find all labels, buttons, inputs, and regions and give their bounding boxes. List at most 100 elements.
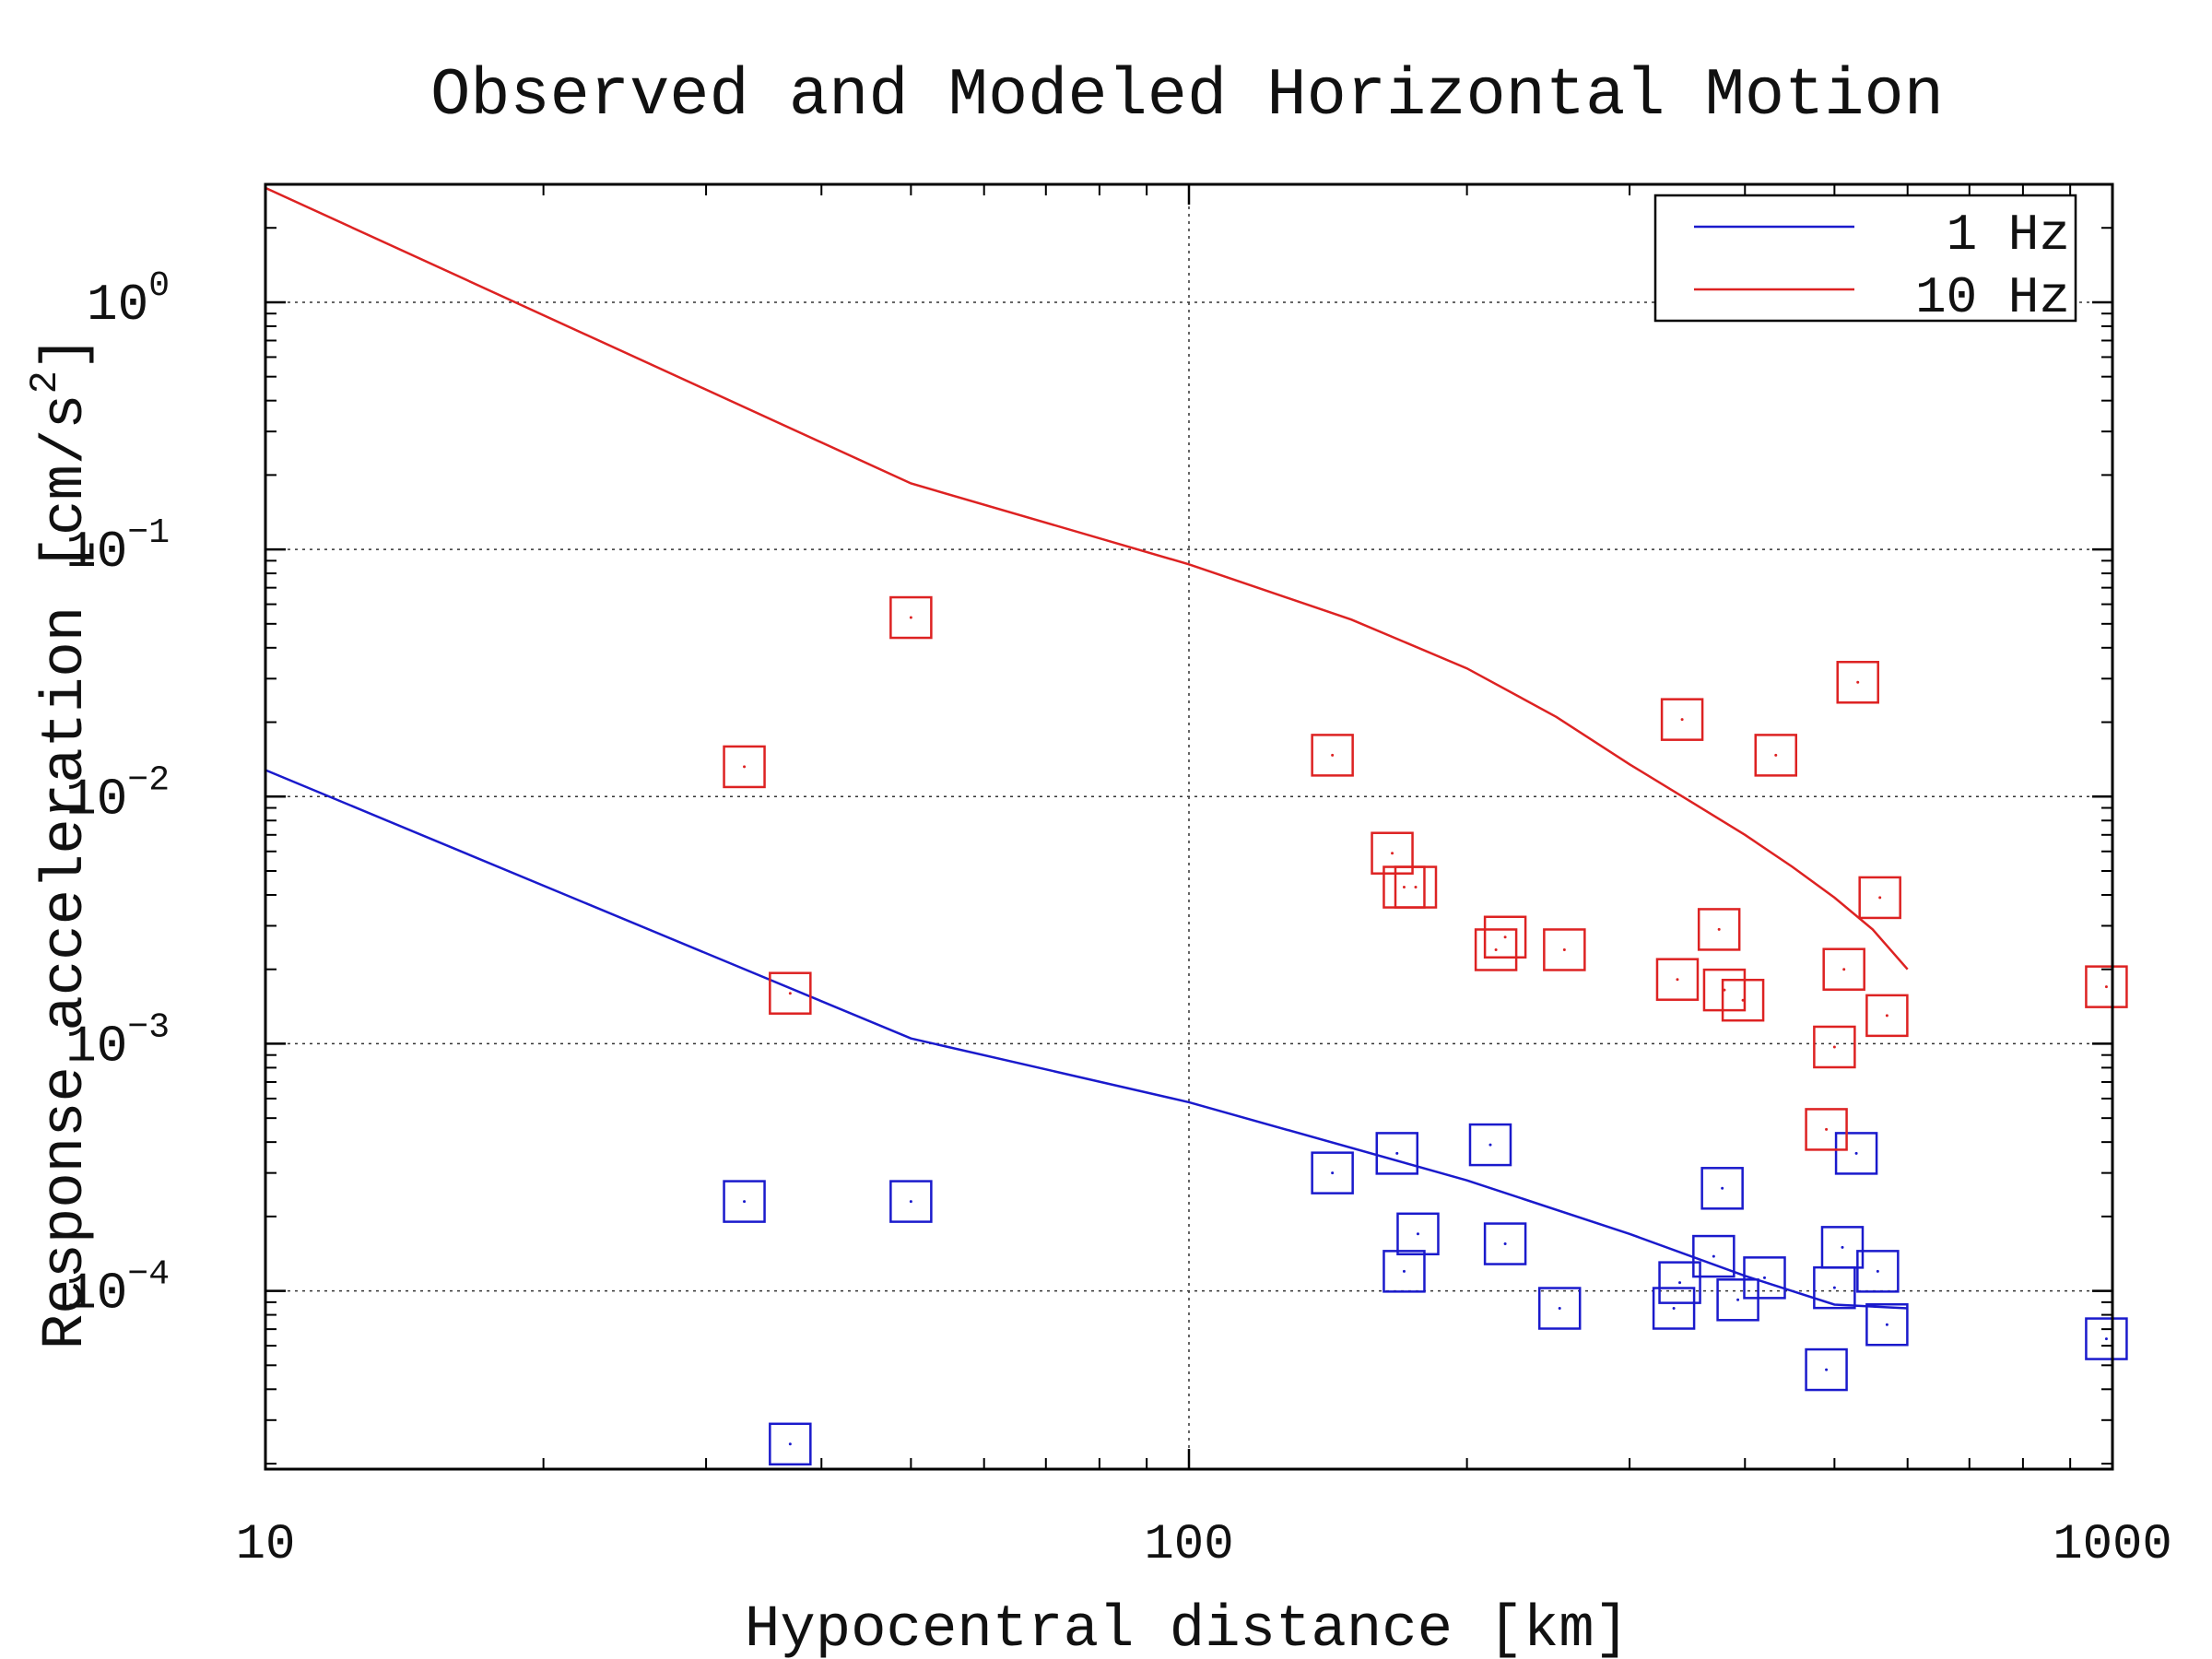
observed-point-center-10hz bbox=[1885, 1014, 1888, 1018]
observed-point-center-10hz bbox=[1331, 753, 1335, 757]
y-tick-label: 10−2 bbox=[65, 760, 170, 829]
observed-point-10hz bbox=[1754, 734, 1798, 777]
observed-point-10hz bbox=[1483, 915, 1527, 959]
observed-point-10hz bbox=[1474, 928, 1518, 971]
observed-point-center-1hz bbox=[1762, 1276, 1766, 1279]
observed-point-10hz bbox=[769, 971, 812, 1015]
observed-point-center-10hz bbox=[1774, 753, 1778, 757]
observed-point-center-1hz bbox=[1488, 1143, 1492, 1147]
observed-point-10hz bbox=[1858, 876, 1901, 920]
observed-point-1hz bbox=[1468, 1123, 1512, 1167]
y-tick-label-layer: 100 10−1 10−2 10−3 10−4 bbox=[65, 266, 170, 1324]
observed-point-center-10hz bbox=[909, 616, 912, 619]
observed-point-center-1hz bbox=[1885, 1323, 1888, 1326]
x-tick-label: 10 bbox=[236, 1517, 296, 1573]
observed-point-1hz bbox=[1692, 1234, 1735, 1278]
observed-point-center-10hz bbox=[1503, 935, 1507, 939]
observed-point-center-1hz bbox=[1395, 1151, 1399, 1155]
observed-point-10hz bbox=[1394, 865, 1438, 909]
x-axis-label: Hypocentral distance [km] bbox=[745, 1597, 1630, 1659]
legend-label-1hz: 1 Hz bbox=[1947, 206, 2070, 265]
chart-title: Observed and Modeled Horizontal Motion bbox=[430, 58, 1944, 134]
observed-point-layer bbox=[723, 595, 2128, 1466]
x-tick-label-layer: 10 100 1000 bbox=[236, 1517, 2172, 1573]
observed-point-center-10hz bbox=[1741, 998, 1745, 1002]
model-line-10hz bbox=[265, 186, 1909, 971]
observed-point-center-1hz bbox=[1678, 1281, 1682, 1285]
legend: 1 Hz 10 Hz bbox=[1653, 194, 2077, 327]
observed-point-center-10hz bbox=[788, 992, 792, 995]
observed-point-center-10hz bbox=[1402, 886, 1406, 889]
observed-point-1hz bbox=[1865, 1302, 1909, 1347]
observed-point-center-10hz bbox=[1414, 886, 1418, 889]
observed-point-center-1hz bbox=[1672, 1307, 1676, 1311]
observed-point-10hz bbox=[1865, 994, 1909, 1038]
observed-point-center-1hz bbox=[1503, 1242, 1507, 1246]
observed-point-10hz bbox=[1822, 947, 1865, 991]
observed-point-10hz bbox=[2085, 965, 2128, 1008]
observed-point-center-1hz bbox=[1832, 1286, 1836, 1289]
observed-point-10hz bbox=[1655, 958, 1700, 1001]
observed-point-center-10hz bbox=[1494, 947, 1498, 951]
observed-point-center-1hz bbox=[743, 1200, 747, 1204]
observed-point-center-1hz bbox=[1825, 1368, 1829, 1371]
observed-point-1hz bbox=[1652, 1287, 1696, 1330]
observed-point-1hz bbox=[1856, 1250, 1900, 1293]
observed-point-1hz bbox=[1805, 1347, 1848, 1392]
observed-point-center-10hz bbox=[1825, 1127, 1829, 1131]
observed-point-1hz bbox=[1716, 1278, 1759, 1322]
observed-point-center-10hz bbox=[743, 765, 747, 769]
observed-point-center-1hz bbox=[1736, 1298, 1740, 1301]
observed-point-center-1hz bbox=[1841, 1245, 1844, 1249]
legend-label-10hz: 10 Hz bbox=[1915, 268, 2070, 327]
observed-point-1hz bbox=[1658, 1261, 1701, 1304]
observed-point-center-10hz bbox=[1878, 896, 1882, 900]
observed-point-center-1hz bbox=[2104, 1337, 2108, 1341]
observed-point-center-1hz bbox=[1402, 1269, 1406, 1273]
observed-point-1hz bbox=[2085, 1317, 2128, 1360]
observed-point-center-1hz bbox=[1558, 1307, 1561, 1311]
observed-point-1hz bbox=[1396, 1212, 1440, 1256]
observed-point-center-10hz bbox=[1856, 680, 1860, 684]
y-tick-label: 10−1 bbox=[65, 513, 170, 582]
observed-point-center-1hz bbox=[1876, 1269, 1879, 1273]
observed-point-10hz bbox=[1805, 1108, 1848, 1151]
legend-box bbox=[1653, 194, 2077, 323]
observed-point-center-1hz bbox=[1416, 1232, 1419, 1236]
observed-point-center-1hz bbox=[1854, 1151, 1858, 1155]
observed-point-center-1hz bbox=[1721, 1186, 1724, 1190]
plot-frame bbox=[264, 182, 2114, 1471]
observed-point-center-10hz bbox=[2104, 985, 2108, 989]
observed-point-1hz bbox=[1382, 1250, 1426, 1293]
model-line-1hz bbox=[265, 769, 1908, 1310]
observed-point-center-10hz bbox=[1832, 1045, 1836, 1049]
observed-point-10hz bbox=[1371, 831, 1414, 875]
observed-point-10hz bbox=[1543, 928, 1586, 971]
observed-point-center-1hz bbox=[909, 1200, 912, 1204]
observed-point-1hz bbox=[1537, 1287, 1582, 1330]
observed-point-10hz bbox=[889, 595, 933, 640]
observed-point-10hz bbox=[1311, 734, 1354, 777]
observed-point-center-1hz bbox=[788, 1442, 792, 1446]
observed-point-1hz bbox=[1820, 1226, 1865, 1269]
observed-point-10hz bbox=[1721, 978, 1765, 1022]
x-tick-label: 1000 bbox=[2053, 1517, 2172, 1573]
grid-layer bbox=[265, 184, 2112, 1469]
y-tick-label: 10−3 bbox=[65, 1007, 170, 1076]
observed-point-10hz bbox=[1813, 1025, 1856, 1069]
y-tick-label: 100 bbox=[87, 266, 170, 335]
observed-point-1hz bbox=[769, 1422, 812, 1466]
observed-point-center-10hz bbox=[1391, 852, 1394, 855]
y-axis-label-close: ] bbox=[33, 335, 100, 371]
y-axis-label: Response acceleration [cm/s2] bbox=[23, 335, 100, 1350]
observed-point-1hz bbox=[889, 1180, 933, 1223]
observed-point-center-10hz bbox=[1680, 718, 1684, 722]
observed-point-1hz bbox=[1375, 1132, 1419, 1175]
observed-point-center-10hz bbox=[1676, 978, 1679, 982]
observed-point-10hz bbox=[1836, 661, 1879, 704]
observed-point-center-1hz bbox=[1712, 1254, 1715, 1258]
y-axis-label-main: Response acceleration [cm/s bbox=[33, 394, 100, 1349]
y-tick-label: 10−4 bbox=[65, 1255, 170, 1324]
